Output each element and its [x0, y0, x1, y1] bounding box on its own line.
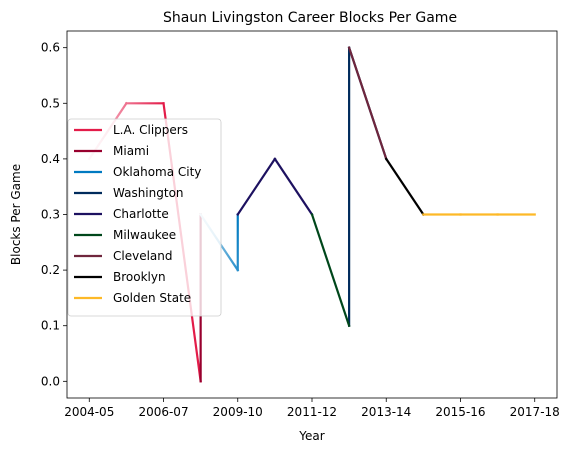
legend-label: Washington [113, 186, 184, 200]
series-line-charlotte [238, 159, 275, 215]
series-line-milwaukee [312, 215, 349, 326]
legend-label: Miami [113, 144, 149, 158]
y-tick-label: 0.0 [41, 374, 60, 388]
y-tick-label: 0.2 [41, 263, 60, 277]
x-axis: 2004-05 2006-07 2009-10 2011-12 2013-14 2015-… [64, 398, 560, 419]
x-tick-label: 2009-10 [213, 405, 263, 419]
y-tick-label: 0.4 [41, 152, 60, 166]
y-axis: 0.0 0.1 0.2 0.3 0.4 0.5 0.6 [41, 41, 67, 389]
y-tick-label: 0.6 [41, 41, 60, 55]
x-tick-label: 2017-18 [510, 405, 560, 419]
y-axis-title: Blocks Per Game [9, 164, 23, 265]
legend-label: Golden State [113, 291, 191, 305]
y-tick-label: 0.5 [41, 96, 60, 110]
x-axis-title: Year [298, 429, 324, 443]
legend-label: Charlotte [113, 207, 169, 221]
series-line-brooklyn [386, 159, 423, 215]
legend-label: Milwaukee [113, 228, 176, 242]
chart-title: Shaun Livingston Career Blocks Per Game [163, 10, 457, 26]
legend-label: Oklahoma City [113, 165, 201, 179]
y-tick-label: 0.1 [41, 319, 60, 333]
series-line-cleveland [349, 48, 386, 159]
x-tick-label: 2006-07 [138, 405, 188, 419]
legend: L.A. Clippers Miami Oklahoma City Washingto… [68, 119, 221, 316]
legend-label: L.A. Clippers [113, 123, 188, 137]
y-tick-label: 0.3 [41, 208, 60, 222]
x-tick-label: 2015-16 [435, 405, 485, 419]
x-tick-label: 2011-12 [287, 405, 337, 419]
x-tick-label: 2004-05 [64, 405, 114, 419]
legend-label: Brooklyn [113, 270, 166, 284]
legend-label: Cleveland [113, 249, 173, 263]
x-tick-label: 2013-14 [361, 405, 411, 419]
series-line-charlotte [275, 159, 312, 215]
